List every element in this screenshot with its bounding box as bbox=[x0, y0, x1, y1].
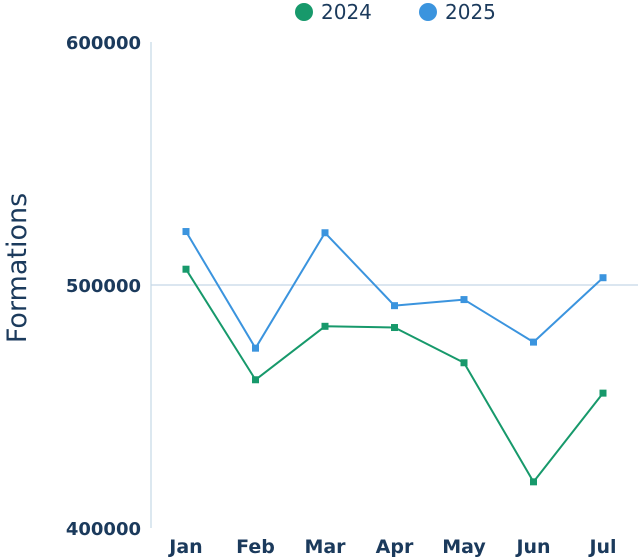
data-point bbox=[391, 302, 398, 310]
series-2025 bbox=[182, 228, 607, 352]
data-point bbox=[599, 274, 607, 282]
x-tick-label: Mar bbox=[304, 536, 346, 558]
series-line-2024 bbox=[185, 268, 604, 483]
data-point bbox=[530, 338, 537, 346]
x-tick-label: Feb bbox=[236, 536, 275, 558]
legend-marker bbox=[295, 3, 313, 21]
legend-item-2025[interactable]: 2025 bbox=[419, 0, 496, 24]
x-tick-labels: Jan Feb Mar Apr May Jun Jul bbox=[167, 536, 616, 558]
series-2024 bbox=[182, 265, 607, 486]
legend-item-2024[interactable]: 2024 bbox=[295, 0, 372, 24]
y-tick-label: 600000 bbox=[66, 33, 141, 54]
data-point bbox=[321, 229, 329, 237]
data-point bbox=[182, 265, 190, 273]
y-axis-label: Formations bbox=[2, 193, 33, 343]
y-tick-label: 500000 bbox=[66, 276, 141, 297]
x-tick-label: Apr bbox=[376, 536, 414, 558]
legend: 2024 2025 bbox=[295, 0, 496, 24]
y-tick-label: 400000 bbox=[66, 519, 141, 540]
data-point bbox=[460, 359, 468, 367]
data-point bbox=[321, 322, 329, 330]
legend-label: 2025 bbox=[445, 0, 496, 24]
data-point bbox=[391, 324, 398, 332]
data-point bbox=[252, 376, 259, 384]
data-point bbox=[252, 344, 259, 352]
x-tick-label: Jan bbox=[167, 536, 202, 558]
y-tick-labels: 400000 500000 600000 bbox=[66, 33, 141, 540]
x-tick-label: Jul bbox=[587, 536, 616, 558]
data-point bbox=[599, 389, 607, 397]
legend-label: 2024 bbox=[321, 0, 372, 24]
data-point bbox=[460, 296, 468, 304]
x-tick-label: Jun bbox=[514, 536, 550, 558]
x-tick-label: May bbox=[442, 536, 486, 558]
data-point bbox=[182, 228, 190, 236]
legend-marker bbox=[419, 3, 437, 21]
series-lines bbox=[182, 228, 607, 486]
data-point bbox=[530, 478, 537, 486]
